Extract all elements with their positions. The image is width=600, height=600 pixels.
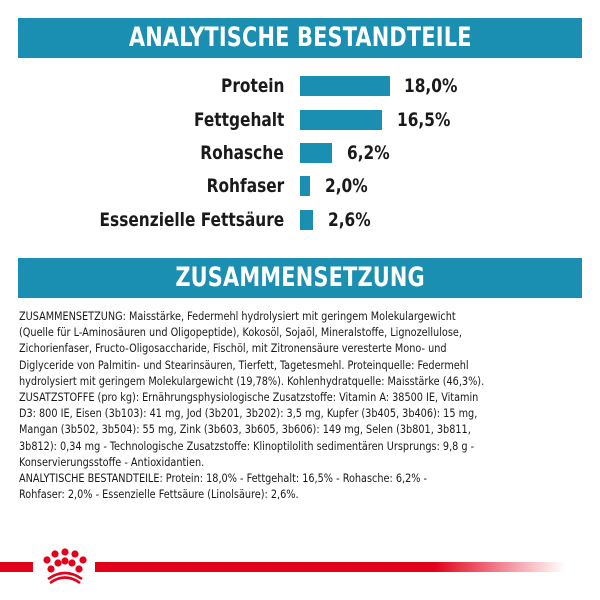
analytics-row-fettgehalt: Fettgehalt 16,5% [0, 109, 600, 131]
row-value: 2,6% [328, 209, 371, 231]
row-bar [300, 76, 390, 96]
composition-line: Diglyceride von Palmitin- und Stearinsäu… [19, 357, 469, 372]
composition-line: hydrolysiert mit geringem Molekulargewic… [19, 373, 485, 388]
row-bar [300, 210, 313, 230]
composition-line: 3b812): 0,34 mg - Technologische Zusatzs… [19, 438, 475, 453]
analytics-row-rohfaser: Rohfaser 2,0% [0, 175, 600, 197]
row-value: 2,0% [325, 175, 368, 197]
composition-line: ANALYTISCHE BESTANDTEILE: Protein: 18,0%… [19, 471, 428, 486]
footer-red-line-right [95, 562, 565, 572]
analytics-row-protein: Protein 18,0% [0, 75, 600, 97]
row-bar [300, 176, 310, 196]
composition-line: D3: 800 IE, Eisen (3b103): 41 mg, Jod (3… [19, 406, 478, 421]
analytics-title: ANALYTISCHE BESTANDTEILE [128, 22, 472, 53]
footer-red-line-left [0, 562, 33, 572]
royal-canin-crown-icon [43, 548, 87, 585]
composition-line: Rohfaser: 2,0% - Essenzielle Fettsäure (… [19, 487, 299, 502]
analytics-row-essenzielle-fettsaeure: Essenzielle Fettsäure 2,6% [0, 209, 600, 231]
row-label: Rohfaser [206, 175, 284, 197]
row-value: 18,0% [404, 75, 458, 97]
row-label: Protein [220, 75, 284, 97]
composition-line: Mangan (3b502, 3b504): 55 mg, Zink (3b60… [19, 422, 471, 437]
row-bar [300, 110, 382, 130]
analytics-row-rohasche: Rohasche 6,2% [0, 142, 600, 164]
composition-title: ZUSAMMENSETZUNG [175, 262, 425, 293]
analytics-header: ANALYTISCHE BESTANDTEILE [18, 18, 582, 58]
row-label: Rohasche [200, 142, 284, 164]
row-label: Fettgehalt [193, 109, 284, 131]
composition-line: Zichorienfaser, Fructo-Oligosaccharide, … [19, 341, 447, 356]
composition-line: ZUSAMMENSETZUNG: Maisstärke, Federmehl h… [19, 309, 456, 323]
row-value: 16,5% [397, 109, 451, 131]
row-label: Essenzielle Fettsäure [99, 209, 284, 231]
row-bar [300, 143, 332, 163]
composition-line: ZUSATZSTOFFE (pro kg): Ernährungsphysiol… [19, 390, 479, 405]
composition-header: ZUSAMMENSETZUNG [18, 258, 582, 298]
row-value: 6,2% [347, 142, 390, 164]
composition-line: (Quelle für L-Aminosäuren und Oligopepti… [19, 325, 462, 340]
composition-text: ZUSAMMENSETZUNG: Maisstärke, Federmehl h… [19, 308, 589, 502]
composition-line: Konservierungsstoffe - Antioxidantien. [19, 454, 205, 469]
